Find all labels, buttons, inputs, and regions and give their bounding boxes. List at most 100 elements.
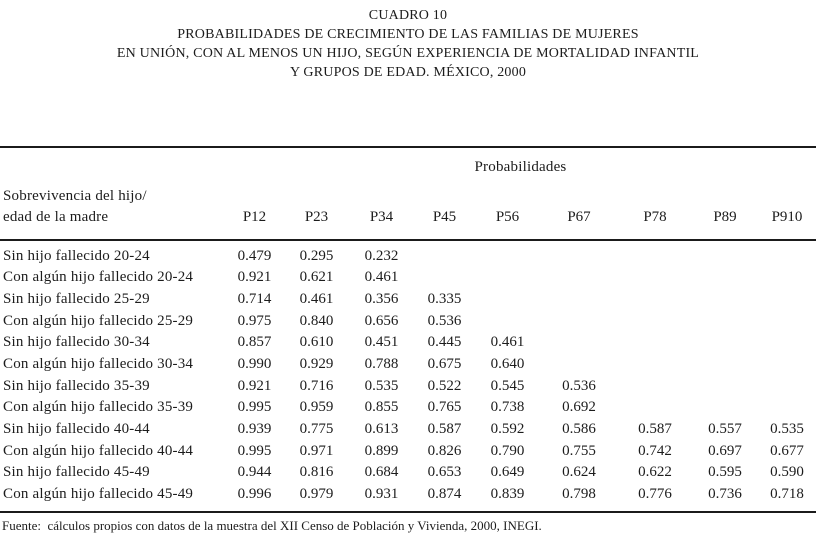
- value-cell: 0.535: [770, 421, 804, 437]
- value-cell: 0.675: [427, 355, 462, 372]
- value-cell: 0.535: [364, 377, 399, 394]
- value-cell: 0.622: [638, 464, 672, 481]
- value-cell: [618, 246, 692, 268]
- value-cell: 0.335: [427, 290, 462, 307]
- table-row: Con algún hijo fallecido 25-29 0.975 0.840…: [0, 311, 816, 333]
- value-cell: 0.451: [364, 334, 399, 351]
- group-header-probabilidades: Probabilidades: [474, 159, 567, 175]
- value-cell: [414, 246, 475, 268]
- value-cell: 0.816: [299, 464, 334, 481]
- statistical-table: Probabilidades Sobrevivencia del hijo/ e…: [0, 146, 816, 513]
- row-label: Con algún hijo fallecido 20-24: [3, 269, 194, 286]
- value-cell: 0.921: [237, 377, 272, 394]
- title-line-3: EN UNIÓN, CON AL MENOS UN HIJO, SEGÚN EX…: [116, 46, 700, 61]
- table-row: Con algún hijo fallecido 30-34 0.990 0.929…: [0, 354, 816, 376]
- value-cell: [618, 332, 692, 354]
- row-label: Sin hijo fallecido 20-24: [3, 247, 150, 264]
- value-cell: 0.461: [299, 290, 334, 307]
- value-cell: 0.640: [490, 355, 525, 372]
- value-cell: [475, 311, 540, 333]
- row-label: Con algún hijo fallecido 40-44: [3, 442, 194, 459]
- value-cell: [758, 332, 816, 354]
- value-cell: 0.592: [490, 421, 525, 437]
- value-cell: 0.855: [364, 399, 399, 416]
- value-cell: 0.738: [490, 399, 525, 416]
- value-cell: [540, 246, 618, 268]
- stub-header-line-2: edad de la madre: [3, 209, 109, 225]
- row-label: Con algún hijo fallecido 45-49: [3, 486, 194, 503]
- table-title: CUADRO 10 PROBABILIDADES DE CRECIMIENTO …: [0, 6, 816, 82]
- value-cell: 0.971: [299, 442, 334, 459]
- value-cell: 0.536: [427, 312, 462, 329]
- value-cell: [475, 267, 540, 289]
- value-cell: 0.995: [237, 399, 272, 416]
- table-row: Con algún hijo fallecido 40-44 0.995 0.971…: [0, 441, 816, 463]
- value-cell: [758, 311, 816, 333]
- table-row: Sin hijo fallecido 40-44 0.939 0.775 0.613 0…: [0, 419, 816, 441]
- value-cell: 0.736: [708, 486, 742, 503]
- value-cell: [758, 246, 816, 268]
- source-note: Fuente: cálculos propios con datos de la…: [2, 518, 542, 533]
- value-cell: 0.653: [427, 464, 462, 481]
- value-cell: 0.479: [237, 247, 272, 264]
- row-label: Con algún hijo fallecido 25-29: [3, 312, 194, 329]
- table-row: Sin hijo fallecido 35-39 0.921 0.716 0.535 0…: [0, 376, 816, 398]
- top-rule: [0, 146, 816, 148]
- value-cell: 0.995: [237, 442, 272, 459]
- value-cell: 0.613: [364, 421, 399, 437]
- value-cell: 0.959: [299, 399, 334, 416]
- value-cell: [692, 246, 758, 268]
- value-cell: [692, 311, 758, 333]
- value-cell: [414, 267, 475, 289]
- value-cell: 0.742: [638, 442, 672, 459]
- row-label: Con algún hijo fallecido 30-34: [3, 355, 194, 372]
- value-cell: [758, 376, 816, 398]
- value-cell: [758, 397, 816, 419]
- value-cell: 0.939: [237, 421, 272, 437]
- table-row: Sin hijo fallecido 45-49 0.944 0.816 0.684 0…: [0, 462, 816, 484]
- table-row: Sin hijo fallecido 20-24 0.479 0.295 0.232: [0, 246, 816, 268]
- value-cell: 0.587: [427, 421, 462, 437]
- value-cell: 0.590: [770, 464, 804, 481]
- row-label: Con algún hijo fallecido 35-39: [3, 399, 194, 416]
- value-cell: 0.295: [299, 247, 334, 264]
- value-cell: [540, 332, 618, 354]
- value-cell: [692, 267, 758, 289]
- stub-header: Sobrevivencia del hijo/ edad de la madre: [0, 186, 225, 228]
- value-cell: 0.649: [490, 464, 525, 481]
- value-cell: 0.718: [770, 486, 804, 503]
- column-header-p12: P12: [242, 209, 267, 225]
- value-cell: 0.990: [237, 355, 272, 372]
- value-cell: [758, 289, 816, 311]
- title-line-4: Y GRUPOS DE EDAD. MÉXICO, 2000: [289, 65, 527, 80]
- value-cell: [475, 289, 540, 311]
- column-header-p23: P23: [304, 209, 329, 225]
- value-cell: 0.996: [237, 486, 272, 503]
- value-cell: 0.776: [638, 486, 672, 503]
- value-cell: 0.610: [299, 334, 334, 351]
- value-cell: [758, 267, 816, 289]
- value-cell: [692, 332, 758, 354]
- value-cell: [540, 311, 618, 333]
- title-line-cuadro: CUADRO 10: [368, 8, 448, 23]
- value-cell: 0.461: [490, 334, 525, 351]
- value-cell: [540, 354, 618, 376]
- value-cell: 0.522: [427, 377, 462, 394]
- value-cell: 0.775: [299, 421, 334, 437]
- row-label: Sin hijo fallecido 35-39: [3, 377, 150, 394]
- row-label: Sin hijo fallecido 45-49: [3, 464, 150, 481]
- column-header-p34: P34: [369, 209, 394, 225]
- table-row: Con algún hijo fallecido 20-24 0.921 0.621…: [0, 267, 816, 289]
- value-cell: 0.587: [638, 421, 672, 437]
- value-cell: 0.356: [364, 290, 399, 307]
- table-row: Sin hijo fallecido 25-29 0.714 0.461 0.356 0…: [0, 289, 816, 311]
- row-label: Sin hijo fallecido 40-44: [3, 421, 150, 437]
- value-cell: [618, 354, 692, 376]
- value-cell: 0.979: [299, 486, 334, 503]
- value-cell: [618, 267, 692, 289]
- value-cell: [618, 289, 692, 311]
- value-cell: 0.716: [299, 377, 334, 394]
- value-cell: 0.788: [364, 355, 399, 372]
- value-cell: [618, 397, 692, 419]
